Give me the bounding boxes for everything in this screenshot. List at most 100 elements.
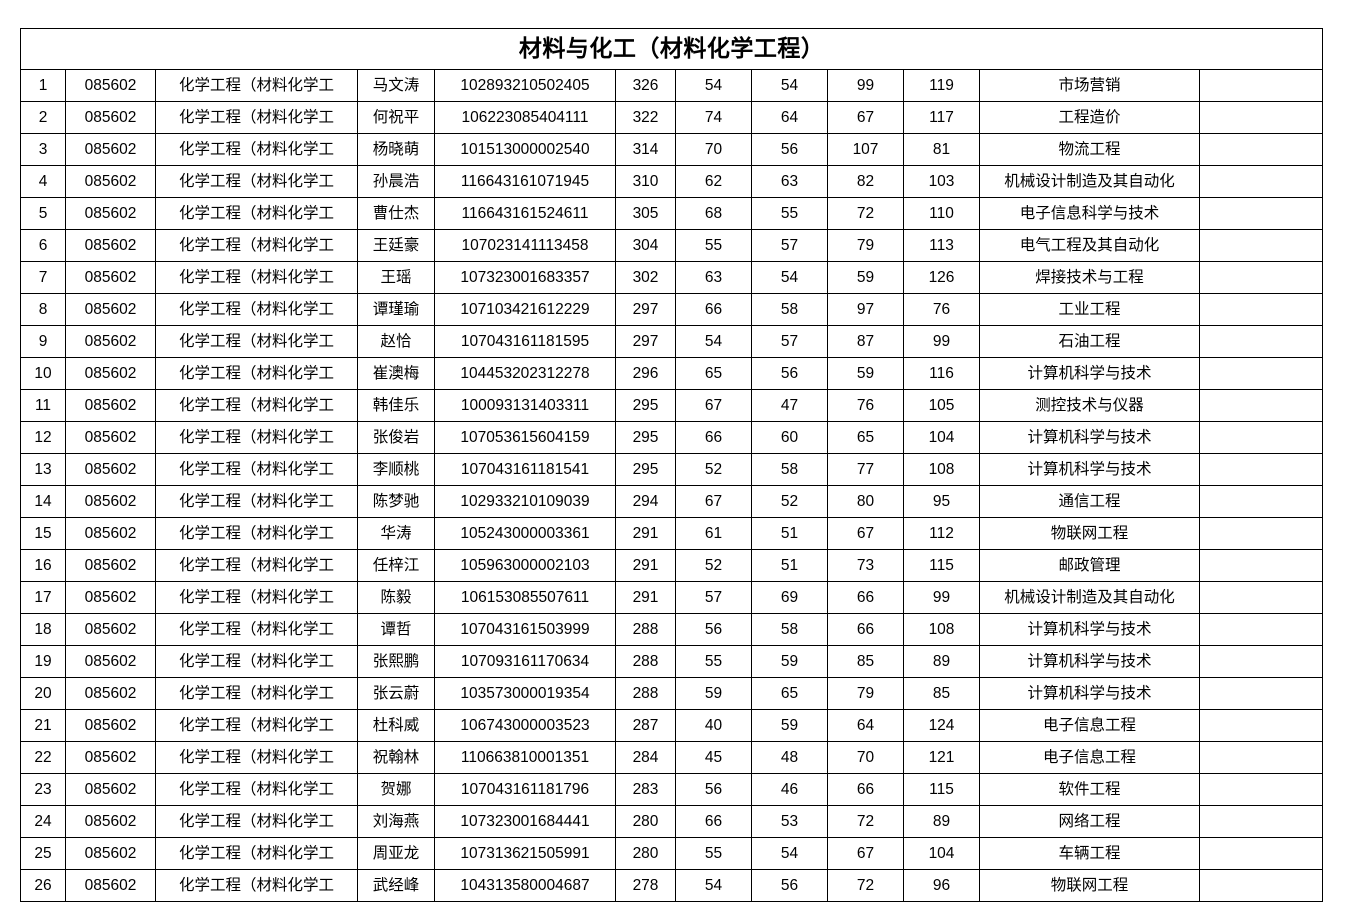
exam-id: 106153085507611 — [434, 581, 616, 614]
subject-2-score: 60 — [751, 421, 828, 454]
total-score: 284 — [615, 741, 676, 774]
subject-3-score: 67 — [827, 837, 904, 870]
exam-id: 105963000002103 — [434, 549, 616, 582]
subject-2-score: 69 — [751, 581, 828, 614]
subject-2-score: 59 — [751, 709, 828, 742]
row-index: 14 — [20, 485, 66, 518]
subject-3-score: 79 — [827, 229, 904, 262]
candidate-name: 崔澳梅 — [357, 357, 435, 390]
row-index: 2 — [20, 101, 66, 134]
subject-4-score: 99 — [903, 325, 980, 358]
candidate-name: 杨晓萌 — [357, 133, 435, 166]
subject-1-score: 68 — [675, 197, 752, 230]
subject-2-score: 64 — [751, 101, 828, 134]
exam-id: 107053615604159 — [434, 421, 616, 454]
table-row: 20 085602 化学工程（材料化学工 张云蔚 103573000019354 288 5… — [20, 677, 1324, 710]
undergraduate-major: 计算机科学与技术 — [979, 453, 1200, 486]
table-row: 7 085602 化学工程（材料化学工 王瑶 107323001683357 302 63 5… — [20, 261, 1324, 294]
undergraduate-major: 软件工程 — [979, 773, 1200, 806]
subject-3-score: 59 — [827, 261, 904, 294]
subject-3-score: 80 — [827, 485, 904, 518]
row-index: 25 — [20, 837, 66, 870]
remark — [1198, 69, 1324, 102]
subject-3-score: 70 — [827, 741, 904, 774]
major-code: 085602 — [65, 293, 156, 326]
major-code: 085602 — [65, 613, 156, 646]
candidate-name: 张云蔚 — [357, 677, 435, 710]
table-row: 19 085602 化学工程（材料化学工 张熙鹏 107093161170634 288 5… — [20, 645, 1324, 678]
major-name: 化学工程（材料化学工 — [155, 357, 358, 390]
major-code: 085602 — [65, 869, 156, 902]
remark — [1198, 773, 1324, 806]
table-row: 1 085602 化学工程（材料化学工 马文涛 102893210502405 326 54… — [20, 69, 1324, 102]
remark — [1198, 453, 1324, 486]
subject-1-score: 63 — [675, 261, 752, 294]
total-score: 310 — [615, 165, 676, 198]
major-code: 085602 — [65, 133, 156, 166]
row-index: 4 — [20, 165, 66, 198]
table-row: 26 085602 化学工程（材料化学工 武经峰 104313580004687 278 5… — [20, 869, 1324, 902]
undergraduate-major: 网络工程 — [979, 805, 1200, 838]
subject-1-score: 66 — [675, 805, 752, 838]
table-row: 5 085602 化学工程（材料化学工 曹仕杰 116643161524611 305 68… — [20, 197, 1324, 230]
total-score: 291 — [615, 549, 676, 582]
subject-4-score: 89 — [903, 645, 980, 678]
subject-2-score: 57 — [751, 325, 828, 358]
subject-1-score: 52 — [675, 549, 752, 582]
subject-2-score: 56 — [751, 133, 828, 166]
subject-3-score: 72 — [827, 805, 904, 838]
undergraduate-major: 通信工程 — [979, 485, 1200, 518]
subject-4-score: 85 — [903, 677, 980, 710]
undergraduate-major: 测控技术与仪器 — [979, 389, 1200, 422]
remark — [1198, 613, 1324, 646]
major-name: 化学工程（材料化学工 — [155, 69, 358, 102]
undergraduate-major: 车辆工程 — [979, 837, 1200, 870]
exam-id: 107043161181796 — [434, 773, 616, 806]
subject-2-score: 54 — [751, 837, 828, 870]
subject-4-score: 115 — [903, 549, 980, 582]
subject-1-score: 66 — [675, 293, 752, 326]
subject-2-score: 59 — [751, 645, 828, 678]
remark — [1198, 357, 1324, 390]
candidate-name: 祝翰林 — [357, 741, 435, 774]
major-name: 化学工程（材料化学工 — [155, 645, 358, 678]
total-score: 305 — [615, 197, 676, 230]
undergraduate-major: 电气工程及其自动化 — [979, 229, 1200, 262]
subject-4-score: 126 — [903, 261, 980, 294]
remark — [1198, 325, 1324, 358]
major-name: 化学工程（材料化学工 — [155, 101, 358, 134]
exam-id: 110663810001351 — [434, 741, 616, 774]
subject-2-score: 53 — [751, 805, 828, 838]
major-code: 085602 — [65, 421, 156, 454]
subject-4-score: 108 — [903, 453, 980, 486]
subject-2-score: 58 — [751, 453, 828, 486]
undergraduate-major: 工业工程 — [979, 293, 1200, 326]
major-code: 085602 — [65, 645, 156, 678]
major-name: 化学工程（材料化学工 — [155, 677, 358, 710]
exam-id: 104453202312278 — [434, 357, 616, 390]
row-index: 22 — [20, 741, 66, 774]
subject-3-score: 85 — [827, 645, 904, 678]
row-index: 18 — [20, 613, 66, 646]
total-score: 288 — [615, 677, 676, 710]
subject-3-score: 87 — [827, 325, 904, 358]
major-name: 化学工程（材料化学工 — [155, 741, 358, 774]
subject-4-score: 105 — [903, 389, 980, 422]
subject-4-score: 121 — [903, 741, 980, 774]
exam-id: 107103421612229 — [434, 293, 616, 326]
undergraduate-major: 计算机科学与技术 — [979, 357, 1200, 390]
major-code: 085602 — [65, 261, 156, 294]
major-name: 化学工程（材料化学工 — [155, 293, 358, 326]
exam-id: 102893210502405 — [434, 69, 616, 102]
spreadsheet-sheet: 材料与化工（材料化学工程） 1 085602 化学工程（材料化学工 马文涛 102893… — [19, 28, 1324, 902]
exam-id: 107313621505991 — [434, 837, 616, 870]
table-row: 8 085602 化学工程（材料化学工 谭瑾瑜 107103421612229 297 66… — [20, 293, 1324, 326]
total-score: 280 — [615, 805, 676, 838]
table-row: 21 085602 化学工程（材料化学工 杜科威 106743000003523 287 4… — [20, 709, 1324, 742]
subject-1-score: 62 — [675, 165, 752, 198]
table-row: 16 085602 化学工程（材料化学工 任梓江 105963000002103 291 5… — [20, 549, 1324, 582]
exam-id: 107323001684441 — [434, 805, 616, 838]
table-body: 材料与化工（材料化学工程） 1 085602 化学工程（材料化学工 马文涛 102893… — [19, 28, 1324, 902]
subject-2-score: 56 — [751, 869, 828, 902]
subject-1-score: 61 — [675, 517, 752, 550]
